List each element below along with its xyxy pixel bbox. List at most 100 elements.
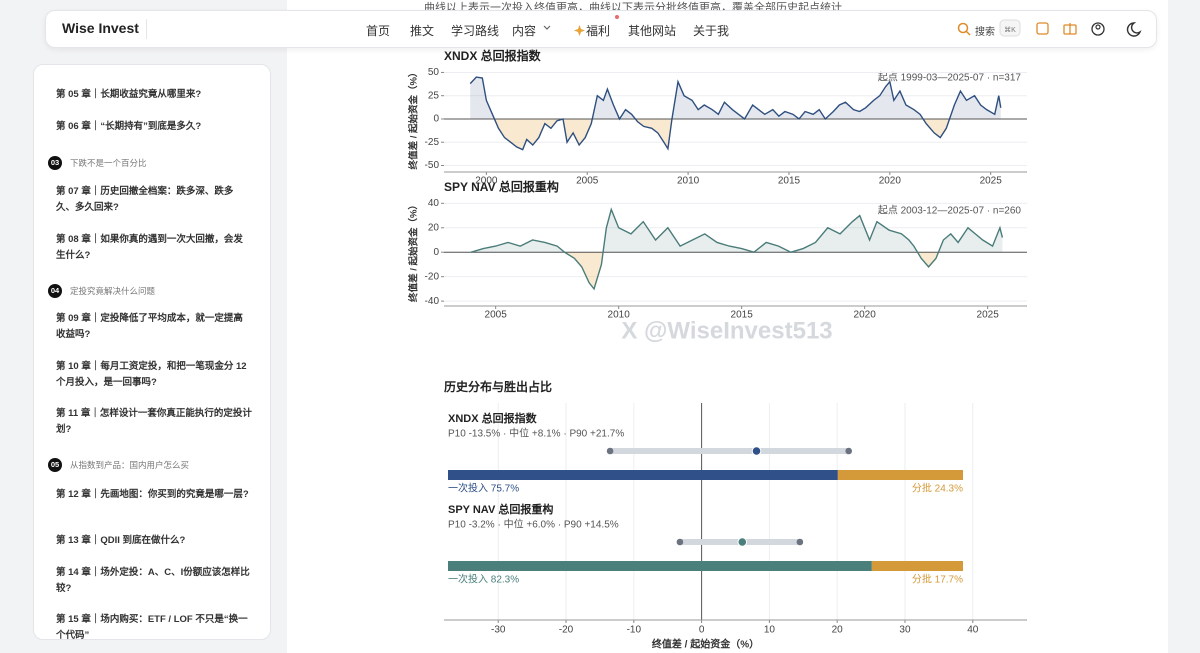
x-tick-label: 2005	[485, 310, 508, 321]
nav-icons	[543, 15, 1142, 37]
section-number: 05	[48, 458, 62, 472]
x-tick-label: 0	[699, 625, 705, 636]
chapter-link[interactable]: 第 11 章｜怎样设计一套你真正能执行的定投计划?	[56, 408, 252, 435]
nav-link[interactable]: 内容	[511, 24, 537, 38]
series-name: XNDX 总回报指数	[448, 411, 538, 425]
lump-share-bar	[448, 470, 838, 480]
x-tick-label: 2025	[980, 176, 1003, 187]
line	[469, 76, 1002, 151]
chapter-link[interactable]: 第 09 章｜定投降低了平均成本，就一定提高收益吗?	[56, 313, 243, 340]
x-tick-label: 2000	[475, 176, 498, 187]
chapter-link[interactable]: 第 06 章｜“长期持有”到底是多久?	[56, 121, 202, 132]
area-positive	[470, 77, 1001, 119]
nav-link[interactable]: 福利	[585, 24, 611, 38]
chevron	[543, 25, 551, 30]
chapter-link[interactable]: 第 13 章｜QDII 到底在做什么?	[56, 535, 186, 546]
nav-link[interactable]: 推文	[409, 24, 435, 38]
chart-title: 历史分布与胜出占比	[444, 379, 552, 394]
x-tick-label: -10	[627, 625, 642, 636]
x-tick-label: 2020	[854, 310, 877, 321]
y-tick-label: -20	[425, 271, 440, 282]
section-title: 从指数到产品：国内用户怎么买	[70, 460, 190, 470]
search-label[interactable]: 搜索	[975, 27, 995, 38]
p10-dot	[676, 538, 684, 546]
x-tick-label: 2010	[677, 176, 700, 187]
y-tick-label: 50	[428, 67, 440, 78]
x-axis-label: 终值差 / 起始资金（%）	[652, 638, 759, 651]
batch-share-label: 分批 24.3%	[912, 482, 963, 495]
badge	[615, 15, 619, 19]
line	[470, 207, 1004, 291]
y-axis-label: 终值差 / 起始资金（%）	[408, 200, 420, 303]
annotation: 起点 1999-03—2025-07 · n=317	[878, 72, 1022, 84]
lump-share-label: 一次投入 75.7%	[448, 482, 519, 495]
chapter-link[interactable]: 第 12 章｜先画地图：你买到的究竟是哪一层?	[56, 489, 249, 500]
section-title: 定投究竟解决什么问题	[70, 286, 156, 296]
series-summary: P10 -13.5% · 中位 +8.1% · P90 +21.7%	[448, 427, 624, 440]
x-tick-label: 20	[832, 625, 844, 636]
area-negative	[494, 118, 950, 150]
nav-link[interactable]: 学习路线	[450, 24, 500, 38]
user-head	[1095, 24, 1101, 30]
p90-dot	[845, 447, 853, 455]
brand[interactable]: Wise Invest	[62, 20, 139, 36]
shortcut: ⌘K	[1004, 27, 1016, 34]
x-tick-label: -20	[559, 625, 574, 636]
spark-icon	[574, 25, 585, 36]
search-icon-handle	[965, 30, 971, 36]
nav-link[interactable]: 其他网站	[627, 24, 677, 38]
x-tick-label: 30	[899, 625, 911, 636]
p10-dot	[606, 447, 614, 455]
search-icon[interactable]	[957, 22, 969, 34]
y-tick-label: -50	[425, 160, 440, 171]
x-tick-label: 2015	[731, 310, 754, 321]
x-tick-label: 2025	[977, 310, 1000, 321]
nav-link[interactable]: 首页	[365, 24, 391, 38]
chart-title: SPY NAV 总回报重构	[444, 179, 559, 194]
y-tick-label: -40	[425, 296, 440, 307]
lump-share-bar	[448, 561, 872, 571]
user-icon[interactable]	[1091, 22, 1105, 36]
divider	[146, 19, 147, 39]
p90-dot	[796, 538, 804, 546]
nav-link[interactable]: 关于我	[692, 24, 730, 38]
x-tick-label: 2020	[879, 176, 902, 187]
x-tick-label: -30	[491, 625, 506, 636]
y-tick-label: 0	[433, 114, 439, 125]
series-summary: P10 -3.2% · 中位 +6.0% · P90 +14.5%	[448, 518, 619, 531]
x-tick-label: 2010	[608, 310, 631, 321]
chapter-link[interactable]: 第 10 章｜每月工资定投，和把一笔现金分 12 个月投入，是一回事吗?	[56, 361, 247, 388]
median-dot	[751, 446, 762, 456]
calendar-icon[interactable]	[1036, 22, 1049, 35]
section-number: 03	[48, 156, 62, 170]
annotation: 起点 2003-12—2025-07 · n=260	[878, 205, 1022, 217]
chapter-link[interactable]: 第 07 章｜历史回撤全档案：跌多深、跌多久、多久回来?	[56, 186, 234, 213]
chart-title: XNDX 总回报指数	[444, 48, 542, 63]
chapter-link[interactable]: 第 08 章｜如果你真的遇到一次大回撤，会发生什么?	[56, 234, 243, 261]
chapter-link[interactable]: 第 14 章｜场外定投：A、C、I份额应该怎样比较?	[56, 567, 250, 594]
series-name: SPY NAV 总回报重构	[448, 502, 553, 516]
section-number: 04	[48, 284, 62, 298]
sidebar: 第 05 章｜长期收益究竟从哪里来? 第 06 章｜“长期持有”到底是多久? 03 下…	[33, 64, 271, 640]
section-title: 下跌不是一个百分比	[70, 158, 147, 168]
batch-share-bar	[837, 470, 963, 480]
shortcut-box	[999, 19, 1021, 37]
chapter-link[interactable]: 第 05 章｜长期收益究竟从哪里来?	[56, 89, 202, 100]
median-dot	[737, 537, 748, 547]
y-tick-label: 40	[428, 198, 440, 209]
x-tick-label: 2015	[778, 176, 801, 187]
batch-share-label: 分批 17.7%	[912, 573, 963, 586]
y-tick-label: 0	[433, 247, 439, 258]
chapter-link[interactable]: 第 15 章｜场内购买：ETF / LOF 不只是“换一个代码”	[56, 614, 248, 640]
watermark: X @WiseInvest513	[621, 317, 832, 344]
lump-share-label: 一次投入 82.3%	[448, 573, 519, 586]
y-tick-label: 25	[428, 90, 440, 101]
x-tick-label: 40	[967, 625, 979, 636]
x-tick-label: 2005	[576, 176, 599, 187]
y-axis-label: 终值差 / 起始资金（%）	[408, 68, 420, 171]
y-tick-label: 20	[428, 222, 440, 233]
navbar: Wise Invest 搜索 ⌘K 首页 推文 学习路线 内容 福利 其他网站 关于我	[45, 10, 1157, 48]
theme-icon[interactable]	[1126, 22, 1142, 37]
